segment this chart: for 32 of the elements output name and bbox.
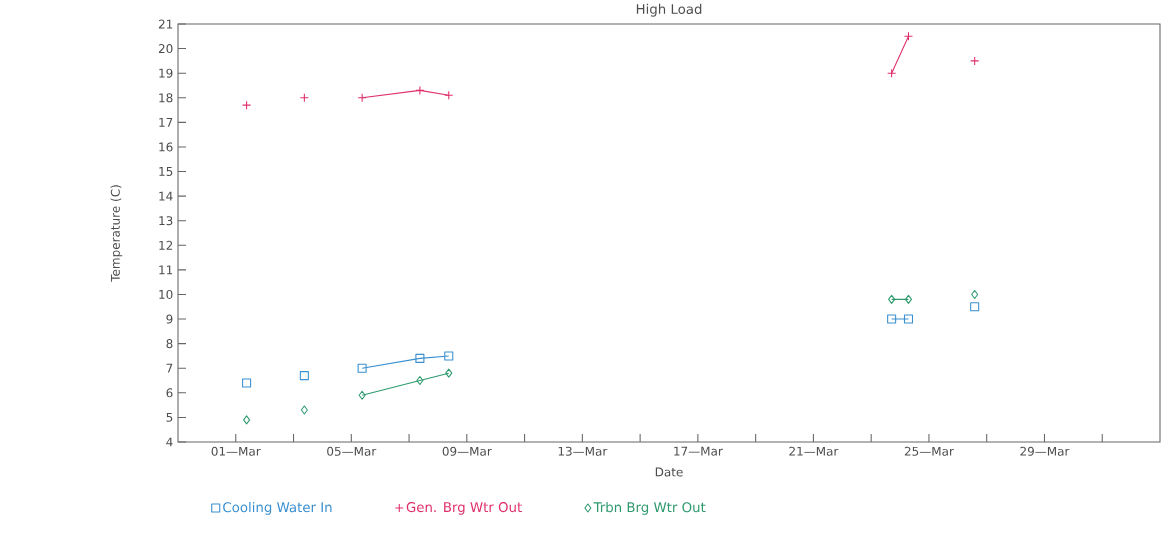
y-tick-label: 18	[159, 93, 173, 103]
x-tick-label: 13—Mar	[558, 446, 608, 456]
y-tick-label: 16	[159, 142, 173, 152]
legend-label: Cooling Water In	[223, 501, 332, 515]
x-tick-label: 25—Mar	[904, 446, 954, 456]
y-tick-label: 19	[159, 68, 173, 78]
y-tick-label: 6	[166, 388, 173, 398]
y-tick-label: 11	[159, 265, 173, 275]
y-axis-title: Temperature (C)	[110, 185, 123, 282]
legend-label: Trbn Brg Wtr Out	[593, 501, 706, 515]
x-tick-label: 09—Mar	[442, 446, 492, 456]
y-tick-label: 7	[166, 363, 173, 373]
y-tick-label: 10	[159, 289, 173, 300]
y-tick-label: 12	[159, 240, 173, 250]
x-tick-label: 05—Mar	[327, 446, 377, 456]
y-tick-label: 17	[159, 117, 173, 127]
chart-title: High Load	[636, 3, 702, 17]
y-tick-label: 20	[158, 44, 173, 54]
y-tick-label: 8	[166, 339, 173, 349]
x-tick-label: 29—Mar	[1020, 446, 1070, 456]
x-tick-label: 21—Mar	[789, 446, 839, 456]
x-axis-title: Date	[655, 467, 683, 477]
y-tick-label: 5	[166, 412, 173, 422]
y-tick-label: 21	[158, 19, 173, 29]
y-tick-label: 13	[159, 216, 173, 226]
y-tick-label: 9	[166, 314, 173, 324]
x-tick-label: 01—Mar	[211, 446, 261, 456]
legend-label: Gen. Brg Wtr Out	[406, 502, 522, 515]
y-tick-label: 14	[159, 191, 173, 201]
y-tick-label: 15	[159, 167, 173, 176]
y-tick-label: 4	[166, 437, 173, 447]
x-tick-label: 17—Mar	[674, 446, 723, 456]
